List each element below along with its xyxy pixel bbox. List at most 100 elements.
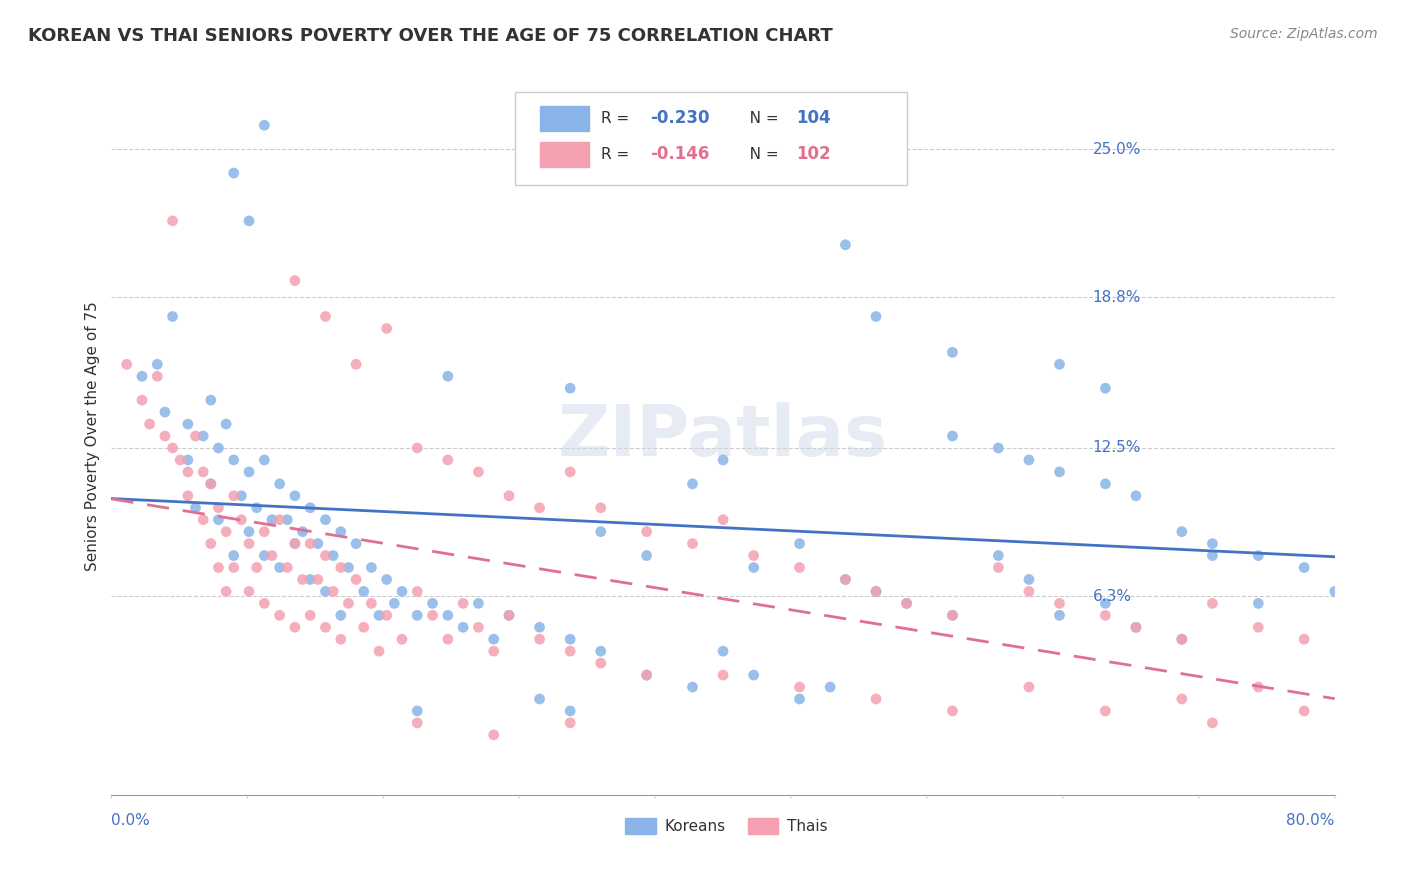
Point bbox=[711, 668, 734, 682]
Point bbox=[253, 524, 276, 539]
Point bbox=[529, 692, 551, 706]
Point bbox=[1294, 704, 1316, 718]
Point bbox=[1201, 715, 1223, 730]
Point bbox=[1049, 357, 1071, 371]
Point bbox=[437, 369, 460, 384]
Point bbox=[987, 549, 1010, 563]
Point bbox=[260, 513, 283, 527]
Text: 6.3%: 6.3% bbox=[1092, 589, 1132, 604]
Point bbox=[344, 357, 367, 371]
Bar bbox=[540, 106, 589, 131]
Point bbox=[177, 489, 200, 503]
Point bbox=[153, 429, 176, 443]
Point bbox=[1049, 608, 1071, 623]
Point bbox=[742, 668, 765, 682]
Point bbox=[200, 476, 222, 491]
Point bbox=[941, 704, 963, 718]
Point bbox=[437, 608, 460, 623]
Point bbox=[153, 405, 176, 419]
Point bbox=[1094, 704, 1116, 718]
Point bbox=[682, 680, 704, 694]
Point bbox=[406, 441, 429, 455]
Point bbox=[1125, 489, 1147, 503]
Text: 102: 102 bbox=[796, 145, 831, 163]
Point bbox=[299, 536, 322, 550]
Point bbox=[636, 668, 658, 682]
Point bbox=[1201, 596, 1223, 610]
Point bbox=[498, 489, 520, 503]
Point bbox=[375, 321, 398, 335]
Point bbox=[382, 596, 405, 610]
Point bbox=[269, 560, 291, 574]
Point bbox=[329, 632, 352, 647]
Point bbox=[276, 513, 298, 527]
Text: 104: 104 bbox=[796, 110, 831, 128]
Point bbox=[360, 560, 382, 574]
Point bbox=[482, 632, 505, 647]
Point bbox=[1323, 584, 1346, 599]
Point bbox=[529, 500, 551, 515]
Point bbox=[307, 536, 329, 550]
Point bbox=[299, 500, 322, 515]
Point bbox=[291, 573, 314, 587]
Point bbox=[789, 560, 811, 574]
Point bbox=[191, 465, 214, 479]
Point bbox=[1018, 573, 1040, 587]
Point bbox=[1294, 632, 1316, 647]
Text: -0.146: -0.146 bbox=[650, 145, 709, 163]
Point bbox=[941, 608, 963, 623]
Point bbox=[529, 632, 551, 647]
Point bbox=[1201, 549, 1223, 563]
Point bbox=[1094, 381, 1116, 395]
Point bbox=[406, 608, 429, 623]
Point bbox=[146, 369, 169, 384]
Point bbox=[269, 608, 291, 623]
Point bbox=[1094, 476, 1116, 491]
Point bbox=[451, 620, 474, 634]
Point bbox=[406, 715, 429, 730]
Point bbox=[482, 644, 505, 658]
Point bbox=[222, 489, 245, 503]
Point bbox=[238, 584, 260, 599]
Point bbox=[1094, 608, 1116, 623]
Point bbox=[636, 524, 658, 539]
Point bbox=[1247, 596, 1270, 610]
Point bbox=[246, 560, 269, 574]
Point bbox=[269, 476, 291, 491]
Point bbox=[865, 310, 887, 324]
Point bbox=[437, 632, 460, 647]
Point bbox=[682, 476, 704, 491]
Point bbox=[191, 429, 214, 443]
Point bbox=[1018, 584, 1040, 599]
Point bbox=[207, 513, 229, 527]
Point bbox=[353, 584, 375, 599]
Point bbox=[169, 453, 191, 467]
Text: 0.0%: 0.0% bbox=[111, 813, 150, 828]
Point bbox=[1049, 596, 1071, 610]
Point bbox=[368, 644, 391, 658]
Point bbox=[1294, 560, 1316, 574]
Bar bbox=[748, 818, 778, 834]
Point bbox=[238, 465, 260, 479]
Point bbox=[560, 632, 582, 647]
Point bbox=[1247, 620, 1270, 634]
Text: 18.8%: 18.8% bbox=[1092, 290, 1140, 305]
Point bbox=[560, 465, 582, 479]
Point bbox=[1171, 632, 1194, 647]
Text: -0.230: -0.230 bbox=[650, 110, 709, 128]
Point bbox=[529, 620, 551, 634]
Point bbox=[200, 536, 222, 550]
Point bbox=[360, 596, 382, 610]
Point bbox=[222, 453, 245, 467]
Point bbox=[1125, 620, 1147, 634]
Y-axis label: Seniors Poverty Over the Age of 75: Seniors Poverty Over the Age of 75 bbox=[86, 301, 100, 571]
Point bbox=[207, 560, 229, 574]
Point bbox=[560, 381, 582, 395]
Point bbox=[253, 118, 276, 132]
Point bbox=[711, 644, 734, 658]
Point bbox=[682, 536, 704, 550]
Point bbox=[941, 429, 963, 443]
Point bbox=[115, 357, 138, 371]
Point bbox=[329, 608, 352, 623]
Point bbox=[207, 441, 229, 455]
